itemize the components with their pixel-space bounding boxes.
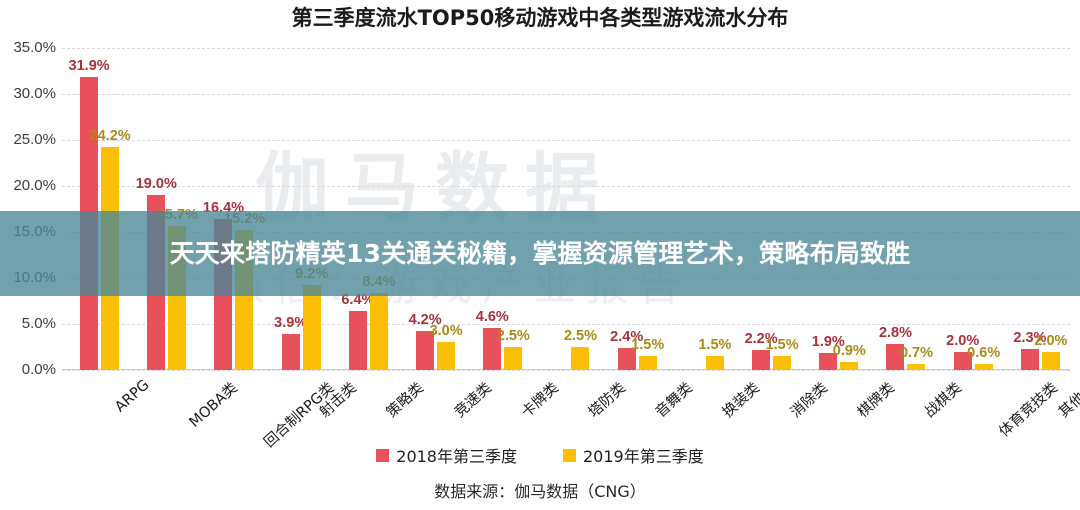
y-axis-tick-label: 5.0%: [21, 315, 56, 332]
bar-group: 2.0% 0.6%: [936, 48, 1003, 370]
bar-2018: [483, 327, 502, 370]
bar-group: 3.9%9.2%: [264, 48, 331, 370]
bar-2018: [617, 347, 636, 370]
bar-value-label: 3.0%: [429, 323, 463, 340]
bar-group: 2.2% 1.5%: [734, 48, 801, 370]
bar-2018: [886, 344, 905, 370]
x-axis-tick-label: 棋牌类: [854, 379, 898, 421]
legend-swatch-icon: [376, 448, 390, 462]
bar-group: 1.9% 0.9%: [801, 48, 868, 370]
bar-2019: [571, 347, 590, 370]
grid-line: [62, 324, 1070, 325]
bar-2019: [638, 356, 657, 370]
bar-group: 6.4%8.4%: [331, 48, 398, 370]
legend-item[interactable]: 2018年第三季度: [376, 443, 517, 467]
overlay-banner: 天天来塔防精英13关通关秘籍，掌握资源管理艺术，策略布局致胜: [0, 211, 1080, 296]
bar-value-label: 2.2%: [744, 330, 778, 347]
bar-group: 2.4% 1.5%: [600, 48, 667, 370]
bar-value-label: 1.5%: [631, 337, 665, 354]
x-axis-tick-label: 竞速类: [451, 379, 495, 421]
bar-group: 2.3% 2.0%: [1003, 48, 1070, 370]
legend-label: 2019年第三季度: [583, 447, 704, 466]
grid-line: [62, 140, 1070, 141]
bar-value-label: 6.4%: [341, 292, 375, 309]
bar-2018: [953, 351, 972, 370]
bar-value-label: 1.5%: [698, 337, 732, 354]
bar-value-label: 2.0%: [946, 332, 980, 349]
bar-2019: [437, 342, 456, 370]
y-axis-tick-label: 30.0%: [13, 85, 56, 102]
chart-title: 第三季度流水TOP50移动游戏中各类型游戏流水分布: [291, 6, 789, 30]
bar-group: 31.9% 24.2%: [62, 48, 131, 370]
bar-2019: [773, 356, 792, 370]
x-axis-tick-label: ARPG: [111, 377, 153, 416]
bar-value-label: 1.5%: [765, 337, 799, 354]
bar-group: 2.8% 0.7%: [868, 48, 935, 370]
x-axis-tick-label: 消除类: [787, 379, 831, 421]
bar-value-label: 3.9%: [274, 315, 308, 332]
legend-item[interactable]: 2019年第三季度: [563, 443, 704, 467]
x-axis-tick-label: 换装类: [720, 379, 764, 421]
bar-2018: [281, 334, 300, 370]
grid-line: [62, 94, 1070, 95]
bar-value-label: 2.0%: [1034, 332, 1068, 349]
y-axis-tick-label: 0.0%: [21, 361, 56, 378]
y-axis-tick-label: 35.0%: [13, 39, 56, 56]
bar-group: 16.4%15.2%: [196, 48, 265, 370]
x-axis-tick-label: 体育竞技类: [996, 379, 1062, 441]
bar-2018: [752, 349, 771, 370]
x-axis-tick-label: 战棋类: [921, 379, 965, 421]
source-note: 数据来源：伽马数据（CNG）: [434, 482, 646, 501]
bar-group: 19.0%15.7%: [129, 48, 198, 370]
x-axis-tick-label: 卡牌类: [518, 379, 562, 421]
x-axis-tick-label: 塔防类: [585, 379, 629, 421]
bar-value-label: 4.6%: [475, 308, 509, 325]
x-axis-tick-label: 音舞类: [653, 379, 697, 421]
bar-2018: [819, 352, 838, 370]
bar-value-label: 2.5%: [563, 328, 598, 344]
bar-2019: [1041, 351, 1060, 370]
bar-value-label: 19.0%: [135, 176, 177, 193]
plot-area: 0.0%5.0%10.0%15.0%20.0%25.0%30.0%35.0%31…: [13, 39, 1070, 378]
bar-2019: [302, 285, 321, 370]
x-axis-tick-label: 其他类: [1056, 379, 1080, 421]
bar-2018: [348, 311, 367, 370]
y-axis-tick-label: 25.0%: [13, 131, 56, 148]
bar-value-label: 0.7%: [899, 344, 934, 361]
bar-2019: [369, 292, 388, 370]
bar-value-label: 2.8%: [878, 325, 913, 342]
bar-value-label: 31.9%: [68, 57, 110, 74]
bar-2019: [504, 347, 523, 370]
y-axis-tick-label: 20.0%: [13, 177, 56, 194]
bar-2018: [416, 331, 435, 370]
bar-2019: [840, 361, 859, 370]
bar-value-label: 2.4%: [610, 328, 644, 345]
bar-value-label: 24.2%: [89, 128, 131, 145]
grid-line: [62, 370, 1070, 371]
bar-group: 4.2% 3.0%: [398, 48, 465, 370]
bar-2018: [1020, 348, 1039, 370]
grid-line: [62, 186, 1070, 187]
bar-2019: [705, 356, 724, 370]
bar-value-label: 2.3%: [1013, 329, 1047, 346]
grid-line: [62, 48, 1070, 49]
x-axis-line: [62, 369, 1070, 370]
legend-swatch-icon: [563, 448, 576, 462]
bar-2019: [907, 363, 926, 370]
bar-group: 1.5%: [667, 48, 734, 370]
bar-group: 2.5%: [532, 48, 599, 370]
bar-2019: [974, 364, 993, 370]
bar-value-label: 0.6%: [967, 345, 1001, 362]
overlay-banner-text: 天天来塔防精英13关通关秘籍，掌握资源管理艺术，策略布局致胜: [169, 239, 911, 268]
bar-value-label: 2.5%: [496, 328, 530, 344]
bar-value-label: 4.2%: [408, 312, 442, 329]
x-axis-tick-label: 策略类: [384, 379, 428, 421]
legend-label: 2018年第三季度: [396, 447, 517, 466]
chart-legend: 2018年第三季度 2019年第三季度: [0, 443, 1080, 467]
x-axis-tick-label: MOBA类: [186, 379, 241, 431]
bar-group: 4.6% 2.5%: [465, 48, 532, 370]
bar-value-label: 0.9%: [832, 342, 866, 359]
bar-value-label: 1.9%: [811, 333, 845, 350]
